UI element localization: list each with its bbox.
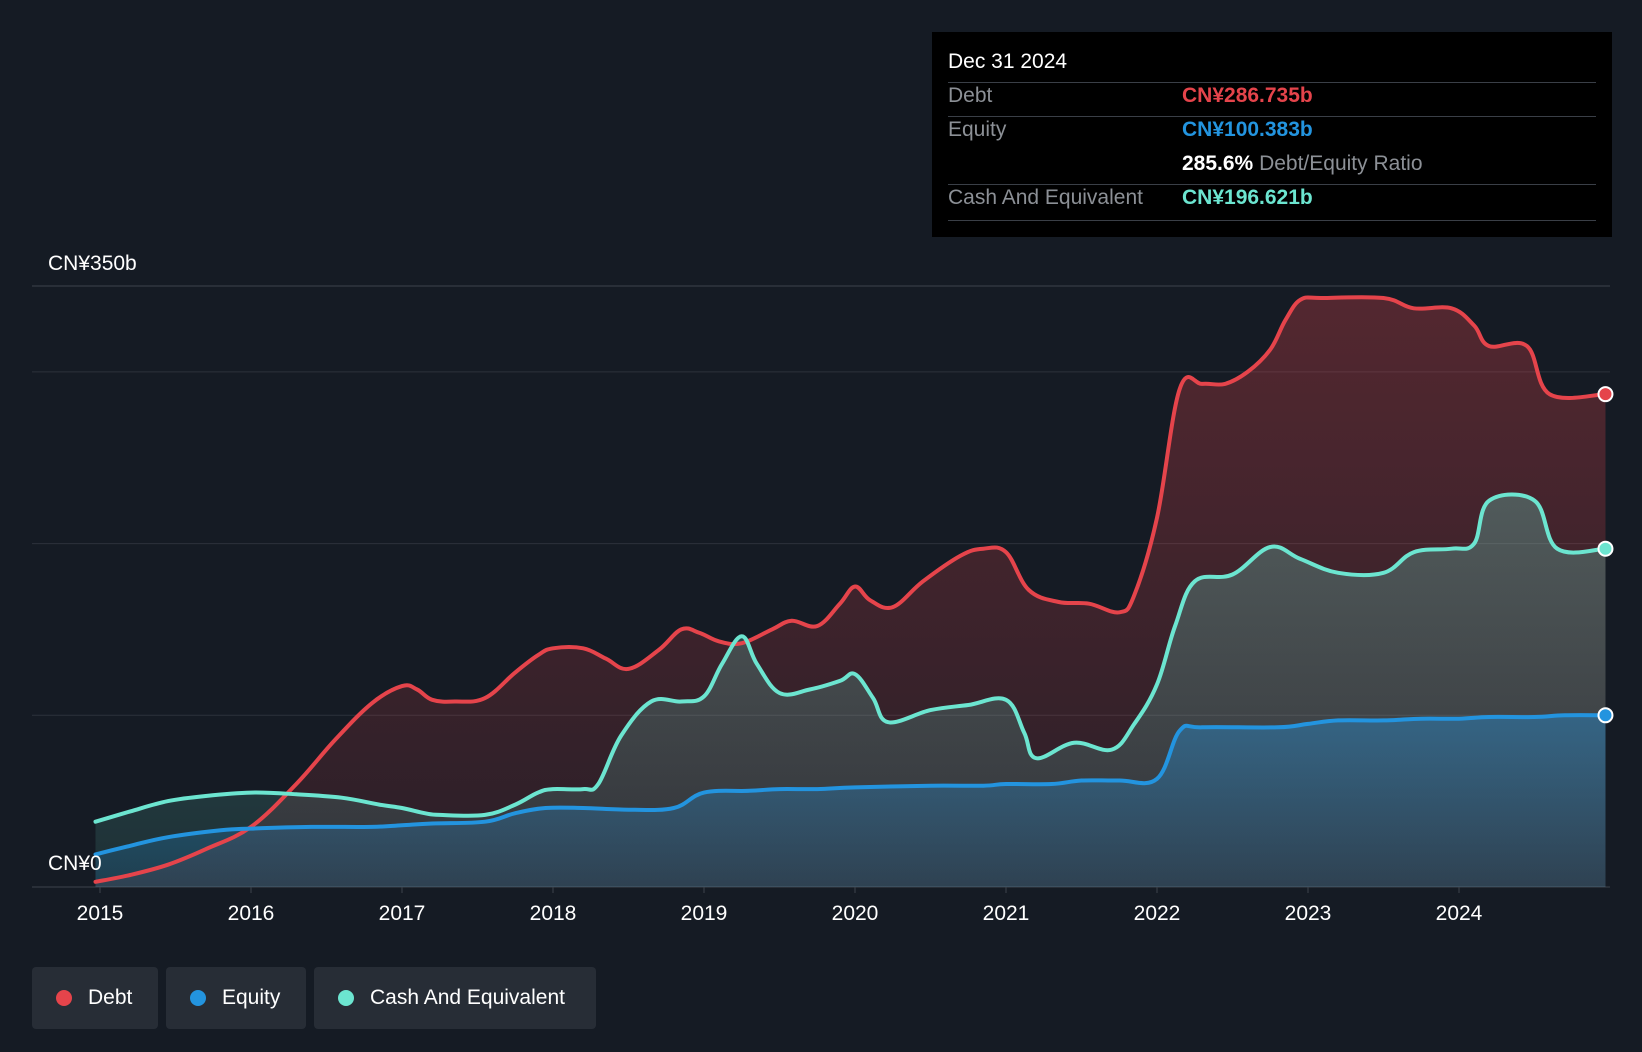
tooltip-divider [948,82,1596,83]
tooltip-debt-value: CN¥286.735b [1182,84,1313,107]
tooltip-ratio: 285.6% Debt/Equity Ratio [1182,152,1423,176]
x-tick-label: 2019 [681,902,728,925]
tooltip-panel: Dec 31 2024 Debt CN¥286.735b Equity CN¥1… [932,32,1612,237]
tooltip-cash-label: Cash And Equivalent [948,186,1143,209]
debt-equity-chart: 2015 2016 2017 2018 2019 2020 2021 2022 2023 2024… [32,252,1614,925]
equity-area [95,715,1606,887]
tooltip-divider [948,220,1596,221]
legend-dot-equity [190,990,206,1006]
x-tick-label: 2022 [1134,902,1181,925]
legend-label-cash: Cash And Equivalent [370,986,565,1009]
tooltip-date: Dec 31 2024 [948,50,1068,73]
tooltip-equity-value: CN¥100.383b [1182,118,1313,141]
legend-item-cash[interactable]: Cash And Equivalent [314,967,596,1029]
legend-dot-debt [56,990,72,1006]
x-tick-label: 2021 [983,902,1030,925]
debt-end-marker [1597,386,1614,403]
equity-line [93,713,1608,857]
tooltip-ratio-label: Debt/Equity Ratio [1259,152,1423,175]
debt-line [93,295,1608,884]
x-tick-label: 2020 [832,902,879,925]
series-lines [93,295,1608,884]
y-axis-top-label: CN¥350b [48,252,137,275]
legend-item-debt[interactable]: Debt [32,967,158,1029]
cash-end-marker [1597,540,1614,557]
y-axis-bottom-label: CN¥0 [48,852,102,875]
x-axis-ticks: 2015 2016 2017 2018 2019 2020 2021 2022 2023 2024 [77,887,1483,925]
tooltip-divider [948,184,1596,185]
x-tick-label: 2015 [77,902,124,925]
legend-item-equity[interactable]: Equity [166,967,306,1029]
legend-label-debt: Debt [88,986,133,1009]
tooltip-divider [948,116,1596,117]
tooltip-equity-label: Equity [948,118,1007,141]
x-tick-label: 2018 [530,902,577,925]
x-tick-label: 2024 [1436,902,1483,925]
tooltip-debt-label: Debt [948,84,993,107]
tooltip-ratio-value: 285.6% [1182,152,1254,175]
legend-label-equity: Equity [222,986,281,1009]
equity-end-marker [1597,707,1614,724]
x-tick-label: 2016 [228,902,275,925]
tooltip-cash-value: CN¥196.621b [1182,186,1313,209]
legend-dot-cash [338,990,354,1006]
cash-line [93,492,1608,824]
series-end-markers [1597,386,1614,724]
x-tick-label: 2017 [379,902,426,925]
x-tick-label: 2023 [1285,902,1332,925]
